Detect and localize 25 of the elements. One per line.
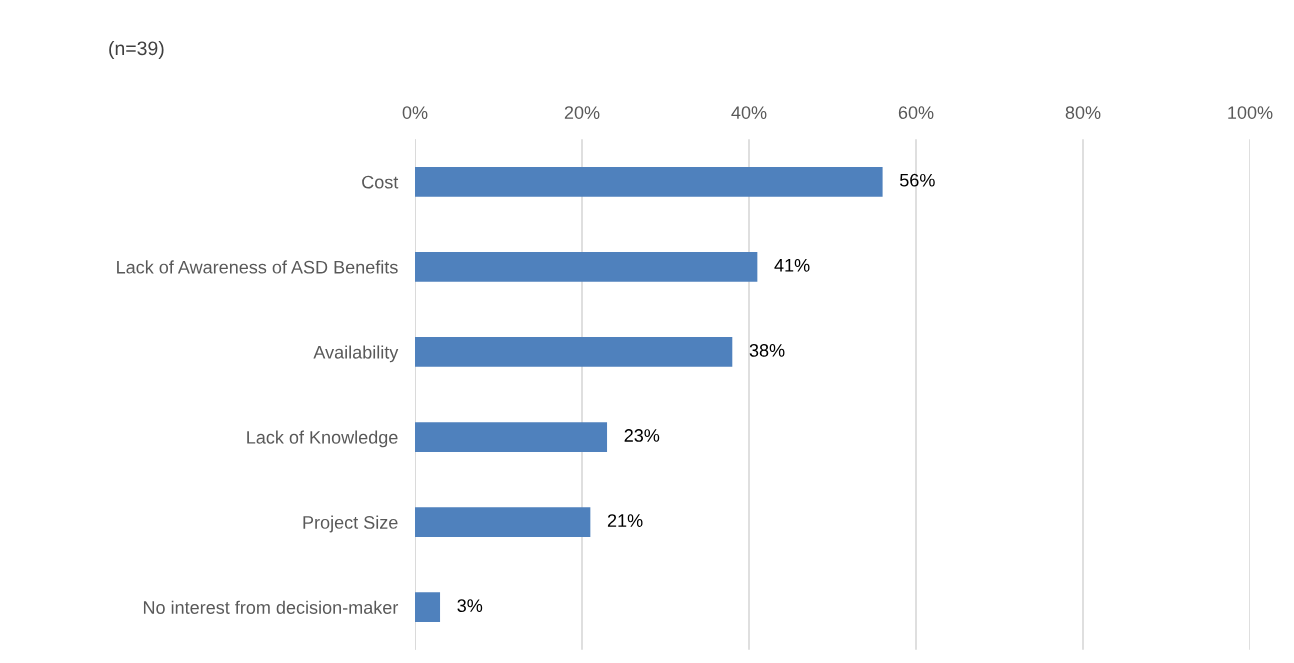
y-tick-label: No interest from decision-maker [143, 600, 399, 614]
data-label: 23% [624, 429, 660, 442]
bar [415, 251, 758, 282]
data-label: 38% [749, 344, 785, 357]
data-label: 41% [774, 259, 810, 272]
data-label: 56% [899, 173, 935, 187]
text: (n=39) [109, 40, 164, 60]
x-tick-label: 80% [1065, 106, 1101, 119]
bar [415, 166, 883, 197]
y-tick-label: Project Size [303, 515, 398, 533]
bar [415, 422, 608, 452]
data-label: 21% [607, 514, 643, 527]
x-tick-label: 0% [402, 106, 428, 119]
bar [415, 337, 733, 367]
x-tick-label: 20% [564, 106, 600, 119]
y-tick-label: Cost [362, 175, 399, 189]
y-tick-label: Lack of Awareness of ASD Benefits [117, 260, 398, 274]
x-tick-label: 40% [731, 106, 767, 119]
bar [415, 592, 441, 623]
bar [415, 507, 591, 537]
data-label: 3% [457, 599, 483, 613]
y-tick-label: Lack of Knowledge [247, 430, 398, 448]
x-tick-label: 60% [898, 106, 934, 119]
y-tick-label: Availability [313, 345, 399, 363]
x-tick-label: 100% [1228, 106, 1273, 119]
